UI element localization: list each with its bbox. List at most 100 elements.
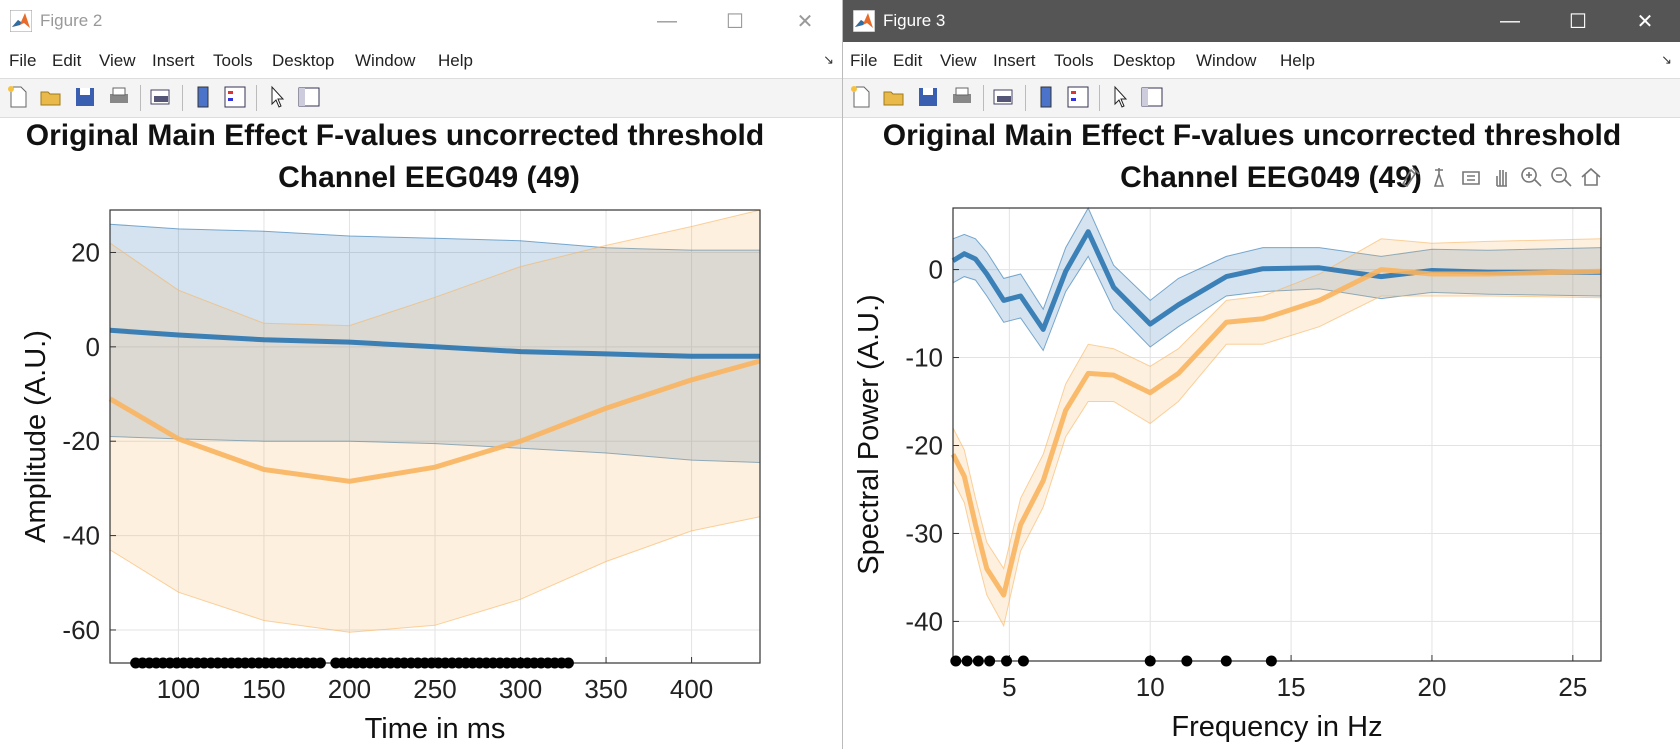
title-bar[interactable]: Figure 2 — ☐ ✕ xyxy=(0,0,842,42)
maximize-button[interactable]: ☐ xyxy=(1543,0,1613,42)
menu-file[interactable]: File xyxy=(9,51,37,70)
restore-view-icon[interactable] xyxy=(1462,171,1480,185)
menu-edit[interactable]: Edit xyxy=(52,51,82,70)
menu-help[interactable]: Help xyxy=(1280,51,1315,70)
toolbar-separator xyxy=(256,85,257,111)
x-tick-label: 20 xyxy=(1417,672,1446,702)
significance-marker xyxy=(961,655,973,667)
minimize-button[interactable]: — xyxy=(632,0,702,42)
menu-bar: File Edit View Insert Tools Desktop Wind… xyxy=(843,42,1680,79)
y-tick-label: -30 xyxy=(905,518,943,548)
x-tick-label: 350 xyxy=(584,674,627,704)
colorbar-icon[interactable] xyxy=(190,84,216,110)
open-folder-icon[interactable] xyxy=(881,84,907,110)
close-icon: ✕ xyxy=(796,10,814,33)
menu-tools[interactable]: Tools xyxy=(213,51,253,70)
orange-series-line[interactable] xyxy=(950,267,1602,598)
orange-confidence-band xyxy=(110,210,760,633)
y-tick-label: -20 xyxy=(62,426,100,456)
matlab-icon xyxy=(10,10,32,32)
new-file-icon[interactable] xyxy=(5,84,31,110)
toolbar-separator xyxy=(1025,85,1026,111)
home-icon[interactable] xyxy=(1581,167,1601,186)
x-axis-label: Frequency in Hz xyxy=(1171,711,1382,743)
menu-window[interactable]: Window xyxy=(1196,51,1257,70)
orange-series-line[interactable] xyxy=(108,358,761,484)
significance-marker xyxy=(950,655,962,667)
open-folder-icon[interactable] xyxy=(38,84,64,110)
colorbar-icon[interactable] xyxy=(1033,84,1059,110)
menu-view[interactable]: View xyxy=(99,51,136,70)
y-axis-label: Spectral Power (A.U.) xyxy=(853,294,885,574)
window-title: Figure 3 xyxy=(883,11,946,30)
property-inspector-icon[interactable] xyxy=(296,84,322,110)
property-inspector-icon[interactable] xyxy=(1139,84,1165,110)
data-cursor-icon[interactable] xyxy=(1433,168,1445,187)
spectral-power-chart[interactable]: Original Main Effect F-values uncorrecte… xyxy=(843,118,1680,749)
figure-toolbar xyxy=(843,79,1680,118)
significance-marker xyxy=(562,657,574,669)
save-icon[interactable] xyxy=(915,84,941,110)
plot-subtitle: Channel EEG049 (49) xyxy=(1120,161,1422,194)
y-tick-label: 20 xyxy=(71,237,100,267)
print-icon[interactable] xyxy=(949,84,975,110)
menu-window[interactable]: Window xyxy=(355,51,416,70)
x-tick-label: 15 xyxy=(1277,672,1306,702)
legend-icon[interactable] xyxy=(1065,84,1091,110)
menu-desktop[interactable]: Desktop xyxy=(1113,51,1176,70)
toolbar-separator xyxy=(1099,85,1100,111)
zoom-in-icon[interactable] xyxy=(1521,167,1542,187)
figure-2-window: Figure 2 — ☐ ✕ File Edit View Insert Too… xyxy=(0,0,843,749)
x-tick-label: 400 xyxy=(670,674,713,704)
zoom-out-icon[interactable] xyxy=(1551,167,1572,187)
significance-marker xyxy=(1220,655,1232,667)
menu-tools[interactable]: Tools xyxy=(1054,51,1094,70)
significance-marker xyxy=(1265,655,1277,667)
menu-edit[interactable]: Edit xyxy=(893,51,923,70)
plot-title: Original Main Effect F-values uncorrecte… xyxy=(26,119,764,152)
print-preview-icon[interactable] xyxy=(991,84,1017,110)
menu-help[interactable]: Help xyxy=(438,51,473,70)
amplitude-chart[interactable]: Original Main Effect F-values uncorrecte… xyxy=(0,118,842,749)
menu-file[interactable]: File xyxy=(850,51,878,70)
pointer-icon[interactable] xyxy=(264,84,290,110)
significance-marker xyxy=(1144,655,1156,667)
pointer-icon[interactable] xyxy=(1107,84,1133,110)
x-tick-label: 25 xyxy=(1558,672,1587,702)
minimize-button[interactable]: — xyxy=(1475,0,1545,42)
blue-confidence-band xyxy=(110,224,760,463)
maximize-button[interactable]: ☐ xyxy=(700,0,770,42)
close-button[interactable]: ✕ xyxy=(770,0,840,42)
x-tick-label: 5 xyxy=(1002,672,1016,702)
significance-marker xyxy=(1181,655,1193,667)
title-bar[interactable]: Figure 3 — ☐ ✕ xyxy=(843,0,1680,42)
x-axis-label: Time in ms xyxy=(365,713,506,745)
menu-bar: File Edit View Insert Tools Desktop Wind… xyxy=(0,42,842,79)
legend-icon[interactable] xyxy=(222,84,248,110)
blue-series-line[interactable] xyxy=(951,229,1601,332)
print-preview-icon[interactable] xyxy=(148,84,174,110)
maximize-icon: ☐ xyxy=(726,10,744,33)
menu-insert[interactable]: Insert xyxy=(152,51,195,70)
menu-desktop[interactable]: Desktop xyxy=(272,51,335,70)
print-icon[interactable] xyxy=(106,84,132,110)
new-file-icon[interactable] xyxy=(848,84,874,110)
dock-arrow-icon[interactable]: ↘ xyxy=(823,52,834,67)
y-tick-label: 0 xyxy=(86,332,100,362)
significance-marker xyxy=(314,657,326,669)
axes-toolbar xyxy=(1401,167,1601,188)
menu-insert[interactable]: Insert xyxy=(993,51,1036,70)
dock-arrow-icon[interactable]: ↘ xyxy=(1661,52,1672,67)
y-tick-label: -40 xyxy=(62,521,100,551)
close-button[interactable]: ✕ xyxy=(1610,0,1680,42)
brush-icon[interactable] xyxy=(1401,167,1420,188)
figure-toolbar xyxy=(0,79,842,118)
x-tick-label: 100 xyxy=(157,674,200,704)
pan-icon[interactable] xyxy=(1496,170,1507,187)
save-icon[interactable] xyxy=(72,84,98,110)
x-tick-label: 200 xyxy=(328,674,371,704)
blue-series-line[interactable] xyxy=(109,327,760,359)
menu-view[interactable]: View xyxy=(940,51,977,70)
blue-band-lower-edge xyxy=(952,255,1602,352)
significance-marker xyxy=(972,655,984,667)
